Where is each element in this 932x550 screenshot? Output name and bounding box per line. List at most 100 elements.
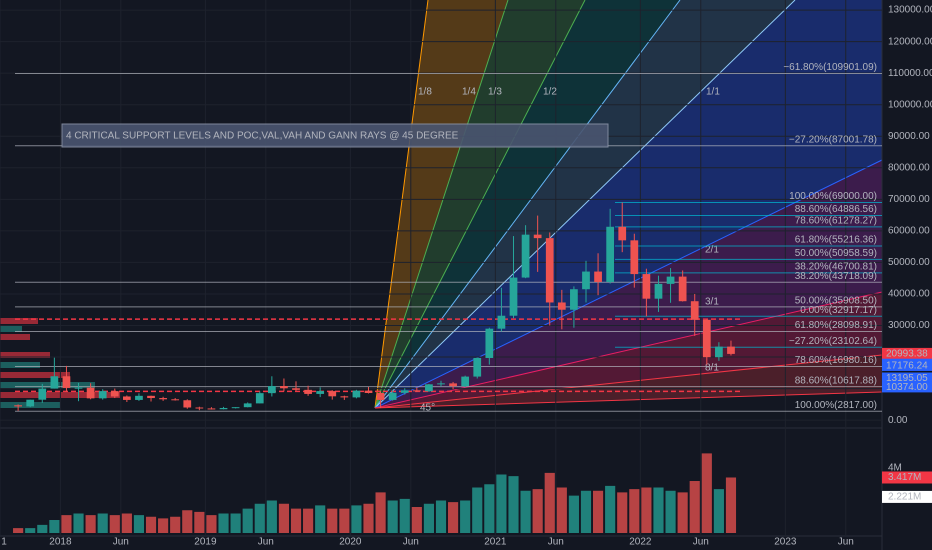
fib-label: 38.20%(43718.09) (795, 271, 877, 282)
candle-body (38, 388, 47, 400)
volume-bar (206, 515, 217, 533)
volume-bar (158, 518, 169, 533)
gann-fan (374, 0, 883, 409)
volume-bar (61, 515, 72, 533)
volume-bar (641, 487, 652, 533)
candle-body (376, 392, 385, 400)
volume-tag (882, 471, 932, 484)
volume-bar (568, 495, 579, 533)
candle-body (630, 240, 639, 275)
candle-body (328, 391, 337, 397)
volume-bar (472, 487, 483, 533)
fib-label: 0.00%(32917.17) (800, 305, 877, 316)
volume-bar (689, 481, 700, 533)
volume-bar (605, 485, 616, 533)
x-tick-label: 2021 (484, 537, 507, 548)
volume-bar (230, 513, 241, 533)
candle-body (110, 391, 119, 397)
x-tick-label: 2018 (49, 537, 72, 548)
candle-body (570, 289, 578, 310)
volume-bar (121, 513, 132, 533)
volume-bar (73, 513, 84, 533)
candle-body (122, 396, 131, 400)
gann-label: 8/1 (705, 363, 719, 374)
volume-bar (375, 492, 386, 533)
candle-body (292, 388, 300, 390)
volume-bar (677, 492, 688, 533)
volume-bar (592, 490, 604, 533)
y-tick-label: 80000.00 (888, 162, 930, 173)
price-tag-label: 10374.00 (886, 382, 928, 393)
volume-bar (49, 520, 60, 533)
candle-body (340, 396, 349, 398)
profile-bar (0, 334, 30, 340)
volume-tag (882, 490, 932, 503)
price-tag-label: 20993.38 (886, 349, 928, 360)
volume-tag-label: 3.417M (888, 472, 921, 483)
candle-body (437, 383, 445, 385)
volume-bar (508, 476, 519, 533)
fib-label: 78.60%(61278.27) (795, 215, 877, 226)
candle-body (582, 271, 590, 290)
gann-ray (374, 391, 883, 409)
volume-bar (496, 474, 507, 533)
candle-body (183, 400, 192, 408)
y-tick-label: 50000.00 (888, 257, 930, 268)
volume-bar (133, 515, 145, 533)
x-tick-label: 2022 (629, 537, 652, 548)
y-tick-label: 90000.00 (888, 131, 930, 142)
profile-bar (0, 318, 38, 324)
candle-body (316, 391, 325, 394)
volume-bar (460, 500, 471, 533)
gann-label: 45° (420, 403, 435, 414)
fib-label: −27.20%(23102.64) (789, 336, 877, 347)
candle-body (618, 226, 627, 241)
fib-label: 78.60%(16980.16) (795, 355, 877, 366)
volume-bar (399, 498, 410, 533)
fib-label: 50.00%(35908.50) (795, 295, 877, 306)
volume-bar (580, 490, 592, 533)
volume-bar (713, 489, 724, 533)
volume-bar (85, 515, 96, 533)
volume-bar (327, 508, 338, 533)
volume-bar (484, 484, 495, 533)
volume-bar (37, 524, 48, 533)
price-tag (882, 372, 932, 384)
gann-label: 1/3 (488, 87, 502, 98)
volume-bar (242, 508, 253, 533)
y-tick-label: 30000.00 (888, 320, 930, 331)
candle-body (654, 283, 663, 299)
volume-bar (725, 477, 737, 533)
fib-label: −61.80%(109901.09) (783, 62, 877, 73)
candle-body (425, 384, 433, 392)
fib-label: −27.20%(87001.78) (789, 134, 877, 145)
profile-bar (0, 362, 40, 368)
volume-bar (315, 505, 326, 533)
gann-ray (374, 0, 509, 409)
gann-ray (374, 0, 681, 409)
fib-label: 38.20%(46700.81) (795, 261, 877, 272)
y-tick-label: 0.00 (888, 415, 908, 426)
candle-body (352, 390, 361, 398)
candle-body (231, 407, 240, 409)
candle-body (642, 274, 651, 299)
fib-label: 100.00%(2817.00) (795, 400, 877, 411)
candle-body (497, 315, 506, 329)
candle-body (388, 392, 397, 400)
volume-tag-label: 2.221M (888, 492, 921, 503)
volume-bar (97, 513, 108, 533)
y-tick-label: 70000.00 (888, 194, 930, 205)
candle-body (98, 391, 107, 399)
annotation-box (61, 123, 609, 148)
candle-body (557, 302, 566, 310)
x-tick-label: 2023 (774, 537, 797, 548)
gann-ray (374, 0, 429, 409)
candle-body (219, 407, 228, 410)
annotation: 4 CRITICAL SUPPORT LEVELS AND POC,VAL,VA… (66, 131, 459, 142)
volume-bar (145, 516, 157, 533)
volume-bar (411, 507, 422, 533)
y2-tick-label: 4M (888, 463, 902, 474)
volume-bar (617, 492, 628, 533)
volume-bar (653, 487, 664, 533)
